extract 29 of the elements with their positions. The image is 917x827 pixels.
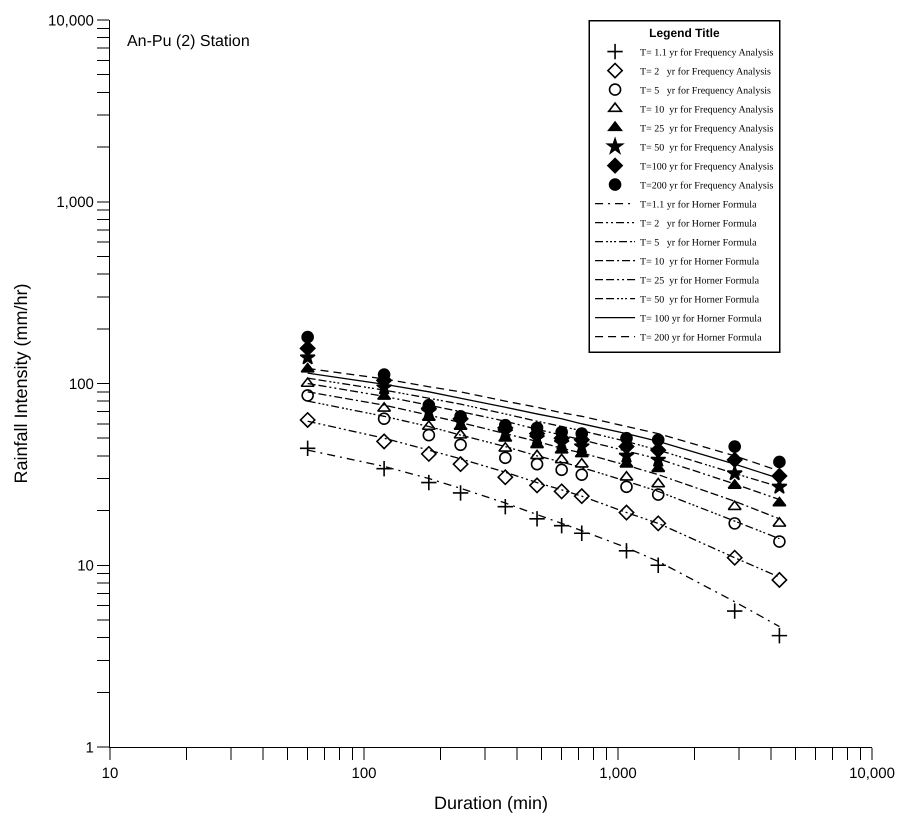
legend-label: T= 200 yr for Horner Formula	[640, 332, 762, 344]
legend-label: T=1.1 yr for Horner Formula	[640, 200, 758, 210]
legend-label: T= 10 yr for Frequency Analysis	[640, 104, 774, 116]
legend-label: T= 5 yr for Frequency Analysis	[640, 86, 772, 96]
legend-label: T= 1.1 yr for Frequency Analysis	[640, 48, 774, 58]
legend-label: T= 2 yr for Horner Formula	[640, 218, 758, 230]
legend-label: T= 5 yr for Horner Formula	[640, 238, 758, 248]
y-tick-label: 10,000	[48, 12, 94, 30]
y-tick-label: 10	[77, 558, 94, 574]
legend-label: T=100 yr for Frequency Analysis	[640, 162, 774, 172]
y-tick-label: 100	[68, 376, 94, 393]
x-tick-label: 10	[102, 765, 118, 782]
legend-label: T= 50 yr for Horner Formula	[640, 294, 760, 306]
legend-label: T= 2 yr for Frequency Analysis	[640, 66, 772, 78]
x-axis-title: Duration (min)	[434, 793, 548, 814]
legend-label: T= 10 yr for Horner Formula	[640, 256, 760, 268]
legend-label: T=200 yr for Frequency Analysis	[640, 180, 774, 192]
x-tick-label: 10,000	[849, 765, 895, 782]
x-tick-label: 1,000	[599, 765, 637, 782]
annotation: An-Pu (2) Station	[127, 33, 250, 50]
legend-label: T= 100 yr for Horner Formula	[640, 314, 762, 324]
y-tick-label: 1,000	[56, 194, 94, 211]
y-axis-title: Rainfall Intensity (mm/hr)	[11, 283, 32, 484]
x-tick-label: 100	[351, 765, 377, 782]
y-tick-label: 1	[86, 739, 94, 756]
legend-label: T= 25 yr for Frequency Analysis	[640, 124, 774, 134]
legend-label: T= 25 yr for Horner Formula	[640, 276, 760, 286]
legend-label: T= 50 yr for Frequency Analysis	[640, 142, 774, 154]
legend-title: Legend Title	[649, 26, 720, 40]
